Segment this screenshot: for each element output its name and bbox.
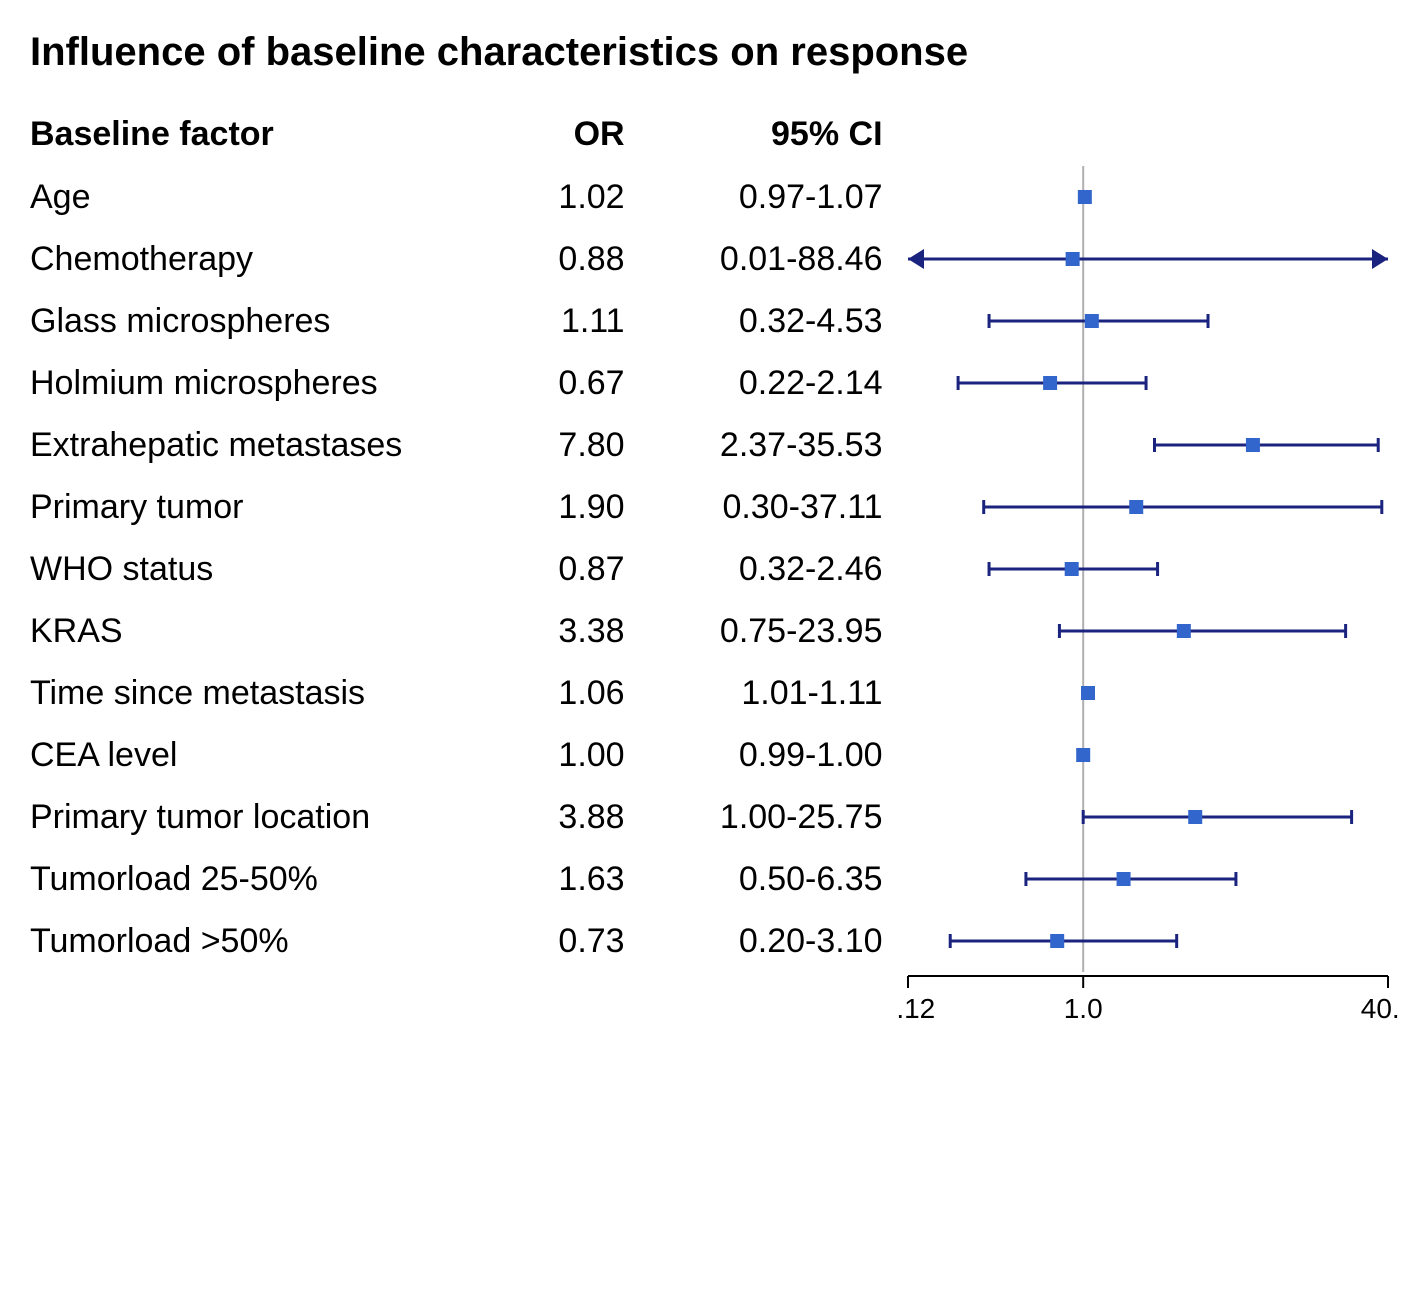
table-row: WHO status 0.87 0.32-2.46	[30, 538, 1398, 600]
table-row: Tumorload >50% 0.73 0.20-3.10	[30, 910, 1398, 972]
factor-label: KRAS	[30, 612, 506, 651]
or-value: 1.63	[506, 860, 655, 899]
table-row: CEA level 1.00 0.99-1.00	[30, 724, 1398, 786]
table-row: Tumorload 25-50% 1.63 0.50-6.35	[30, 848, 1398, 910]
factor-label: WHO status	[30, 550, 506, 589]
factor-label: Chemotherapy	[30, 240, 506, 279]
or-value: 1.00	[506, 736, 655, 775]
ci-value: 0.01-88.46	[655, 240, 903, 279]
chart-title: Influence of baseline characteristics on…	[30, 30, 1398, 75]
or-value: 0.87	[506, 550, 655, 589]
ci-value: 0.30-37.11	[655, 488, 903, 527]
table-row: Glass microspheres 1.11 0.32-4.53	[30, 290, 1398, 352]
factor-label: Time since metastasis	[30, 674, 506, 713]
ci-value: 0.50-6.35	[655, 860, 903, 899]
or-value: 0.67	[506, 364, 655, 403]
header-ci: 95% CI	[655, 115, 903, 154]
factor-label: CEA level	[30, 736, 506, 775]
factor-label: Holmium microspheres	[30, 364, 506, 403]
table-row: KRAS 3.38 0.75-23.95	[30, 600, 1398, 662]
or-value: 1.02	[506, 178, 655, 217]
ci-value: 0.97-1.07	[655, 178, 903, 217]
header-factor: Baseline factor	[30, 115, 506, 154]
factor-label: Glass microspheres	[30, 302, 506, 341]
table-row: Primary tumor location 3.88 1.00-25.75	[30, 786, 1398, 848]
or-value: 3.88	[506, 798, 655, 837]
header-or: OR	[506, 115, 655, 154]
ci-value: 1.00-25.75	[655, 798, 903, 837]
ci-value: 0.32-2.46	[655, 550, 903, 589]
ci-value: 1.01-1.11	[655, 674, 903, 713]
factor-label: Tumorload 25-50%	[30, 860, 506, 899]
factor-label: Primary tumor	[30, 488, 506, 527]
or-value: 0.88	[506, 240, 655, 279]
table-row: Primary tumor 1.90 0.30-37.11	[30, 476, 1398, 538]
forest-plot: Age 1.02 0.97-1.07 Chemotherapy 0.88 0.0…	[30, 166, 1398, 1042]
ci-value: 0.99-1.00	[655, 736, 903, 775]
table-row: Age 1.02 0.97-1.07	[30, 166, 1398, 228]
table-row: Time since metastasis 1.06 1.01-1.11	[30, 662, 1398, 724]
or-value: 0.73	[506, 922, 655, 961]
or-value: 1.06	[506, 674, 655, 713]
or-value: 1.90	[506, 488, 655, 527]
ci-value: 0.75-23.95	[655, 612, 903, 651]
factor-label: Extrahepatic metastases	[30, 426, 506, 465]
table-row: Holmium microspheres 0.67 0.22-2.14	[30, 352, 1398, 414]
ci-value: 2.37-35.53	[655, 426, 903, 465]
axis-row	[30, 972, 1398, 1042]
or-value: 3.38	[506, 612, 655, 651]
or-value: 7.80	[506, 426, 655, 465]
table-header: Baseline factor OR 95% CI	[30, 115, 1398, 154]
table-row: Chemotherapy 0.88 0.01-88.46	[30, 228, 1398, 290]
ci-value: 0.32-4.53	[655, 302, 903, 341]
ci-value: 0.20-3.10	[655, 922, 903, 961]
table-row: Extrahepatic metastases 7.80 2.37-35.53	[30, 414, 1398, 476]
factor-label: Age	[30, 178, 506, 217]
factor-label: Tumorload >50%	[30, 922, 506, 961]
ci-value: 0.22-2.14	[655, 364, 903, 403]
or-value: 1.11	[506, 302, 655, 341]
factor-label: Primary tumor location	[30, 798, 506, 837]
